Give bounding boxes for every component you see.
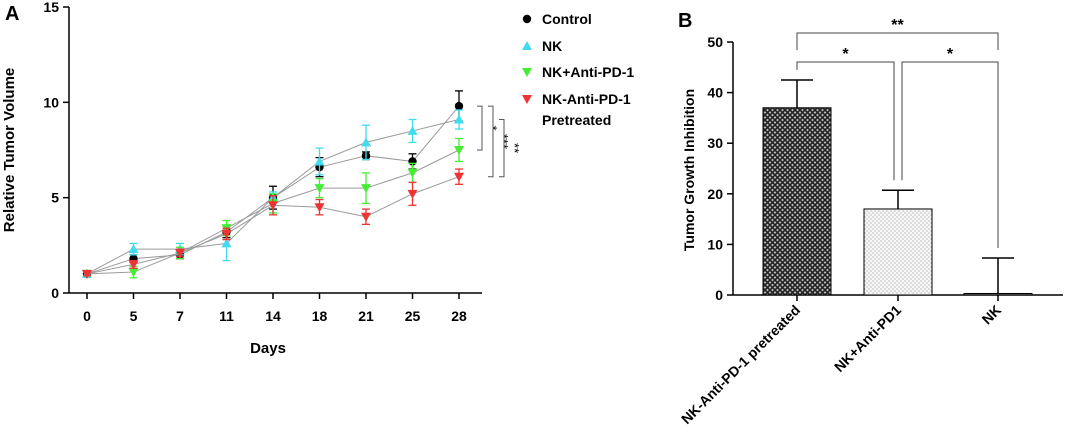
bar-group <box>762 79 832 296</box>
legend-item: NK-Anti-PD-1 Pretreated <box>522 91 631 128</box>
significance-bracket <box>901 61 999 249</box>
significance-bracket <box>477 105 483 151</box>
significance-bracket <box>488 105 494 178</box>
legend-item: Control <box>522 11 592 27</box>
data-point <box>361 184 371 194</box>
x-tick-label: 18 <box>312 308 328 324</box>
x-tick-label: 7 <box>176 308 184 324</box>
legend-label: NK+Anti-PD-1 <box>542 64 634 80</box>
data-point <box>82 269 92 279</box>
significance-bracket <box>796 32 999 50</box>
panel-a-label: A <box>5 3 19 25</box>
data-point <box>361 137 371 147</box>
panel-b: B Tumor Growth Inhibition 0 10 20 30 40 50 NK… <box>678 10 1063 427</box>
x-tick-label: NK+Anti-PD1 <box>831 302 904 375</box>
series-0 <box>82 90 464 279</box>
data-point <box>221 229 232 239</box>
x-tick-label: 21 <box>358 308 374 324</box>
data-point <box>407 168 418 178</box>
y-tick-label: 0 <box>51 285 59 301</box>
data-point <box>314 184 325 194</box>
data-point <box>268 201 278 211</box>
x-tick-label: 5 <box>130 308 138 324</box>
significance-bracket <box>796 61 895 181</box>
data-point <box>221 238 232 248</box>
y-tick-label: 10 <box>707 236 723 252</box>
data-point <box>454 101 464 111</box>
y-tick-label: 30 <box>707 135 723 151</box>
y-tick-label: 0 <box>715 287 723 303</box>
data-point <box>128 268 139 278</box>
legend-marker <box>522 41 532 50</box>
series-3 <box>82 168 464 279</box>
data-point <box>454 114 464 124</box>
data-point <box>407 189 418 199</box>
data-point <box>128 260 139 270</box>
x-tick-label: 28 <box>451 308 467 324</box>
legend-label: Pretreated <box>542 112 611 128</box>
legend-item: NK <box>522 38 562 54</box>
legend-label: NK-Anti-PD-1 <box>542 91 631 107</box>
y-tick-label: 5 <box>51 190 59 206</box>
panel-a-y-label: Relative Tumor Volume <box>1 68 18 232</box>
data-point <box>128 244 139 254</box>
panel-a-x-label: Days <box>250 340 286 357</box>
y-tick-label: 15 <box>43 0 59 15</box>
legend-marker <box>522 95 532 104</box>
data-point <box>407 125 418 135</box>
legend-marker <box>522 68 532 77</box>
significance-label: ** <box>507 143 522 153</box>
x-tick-label: 0 <box>83 308 91 324</box>
x-tick-label: 14 <box>265 308 281 324</box>
significance-label: * <box>947 46 954 63</box>
legend-label: Control <box>542 11 592 27</box>
data-point <box>454 146 464 155</box>
bar-group <box>863 189 933 296</box>
legend-marker <box>522 14 532 24</box>
bar <box>762 107 832 296</box>
y-tick-label: 50 <box>707 34 723 50</box>
x-tick-label: 25 <box>405 308 421 324</box>
bar <box>863 208 933 296</box>
x-tick-label: 11 <box>219 308 234 324</box>
y-tick-label: 40 <box>707 85 723 101</box>
y-tick-label: 10 <box>43 94 59 110</box>
data-point <box>314 203 325 213</box>
y-tick-label: 20 <box>707 186 723 202</box>
data-point <box>314 156 325 166</box>
data-point <box>454 172 464 182</box>
panel-a: A Relative Tumor Volume Days 0 5 10 15 0 5 7 1… <box>1 0 634 357</box>
data-point <box>175 248 185 258</box>
panel-b-label: B <box>678 10 692 32</box>
x-tick-label: NK-Anti-PD-1 pretreated <box>678 302 803 427</box>
significance-label: * <box>842 46 849 63</box>
significance-bracket <box>499 118 505 178</box>
legend-item: NK+Anti-PD-1 <box>522 64 634 80</box>
bar-group <box>963 257 1033 296</box>
data-point <box>361 212 371 222</box>
significance-label: ** <box>891 17 904 34</box>
legend-label: NK <box>542 38 562 54</box>
x-tick-label: NK <box>978 302 1004 328</box>
bar <box>963 292 1033 296</box>
panel-b-y-label: Tumor Growth Inhibition <box>681 89 697 251</box>
